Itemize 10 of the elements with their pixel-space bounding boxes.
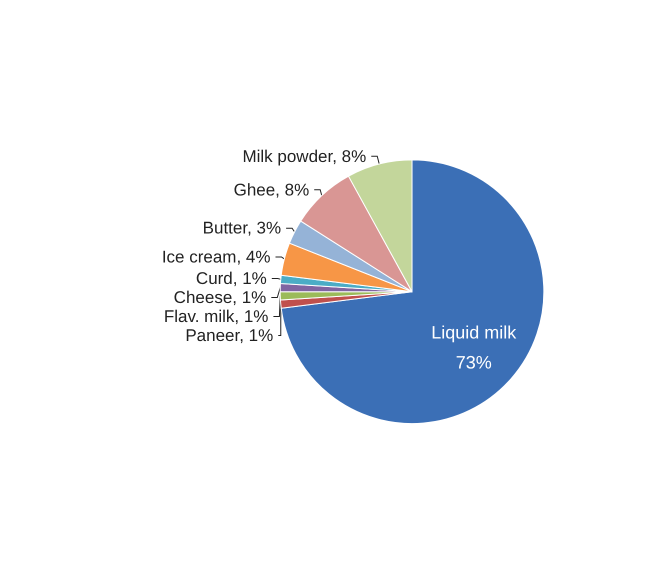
slice-label: Milk powder, 8% [242, 146, 366, 166]
slice-label: Paneer, 1% [185, 326, 274, 346]
slice-label: Liquid milk [431, 322, 518, 342]
slice-label: Ghee, 8% [234, 180, 310, 200]
slice-label: Ice cream, 4% [162, 247, 270, 266]
slice-label: Cheese, 1% [174, 288, 266, 308]
slice-label: Flav. milk, 1% [164, 307, 268, 326]
slice-label: Butter, 3% [202, 218, 282, 238]
slice-label: Curd, 1% [196, 269, 267, 288]
data-label: 73% [456, 352, 492, 372]
